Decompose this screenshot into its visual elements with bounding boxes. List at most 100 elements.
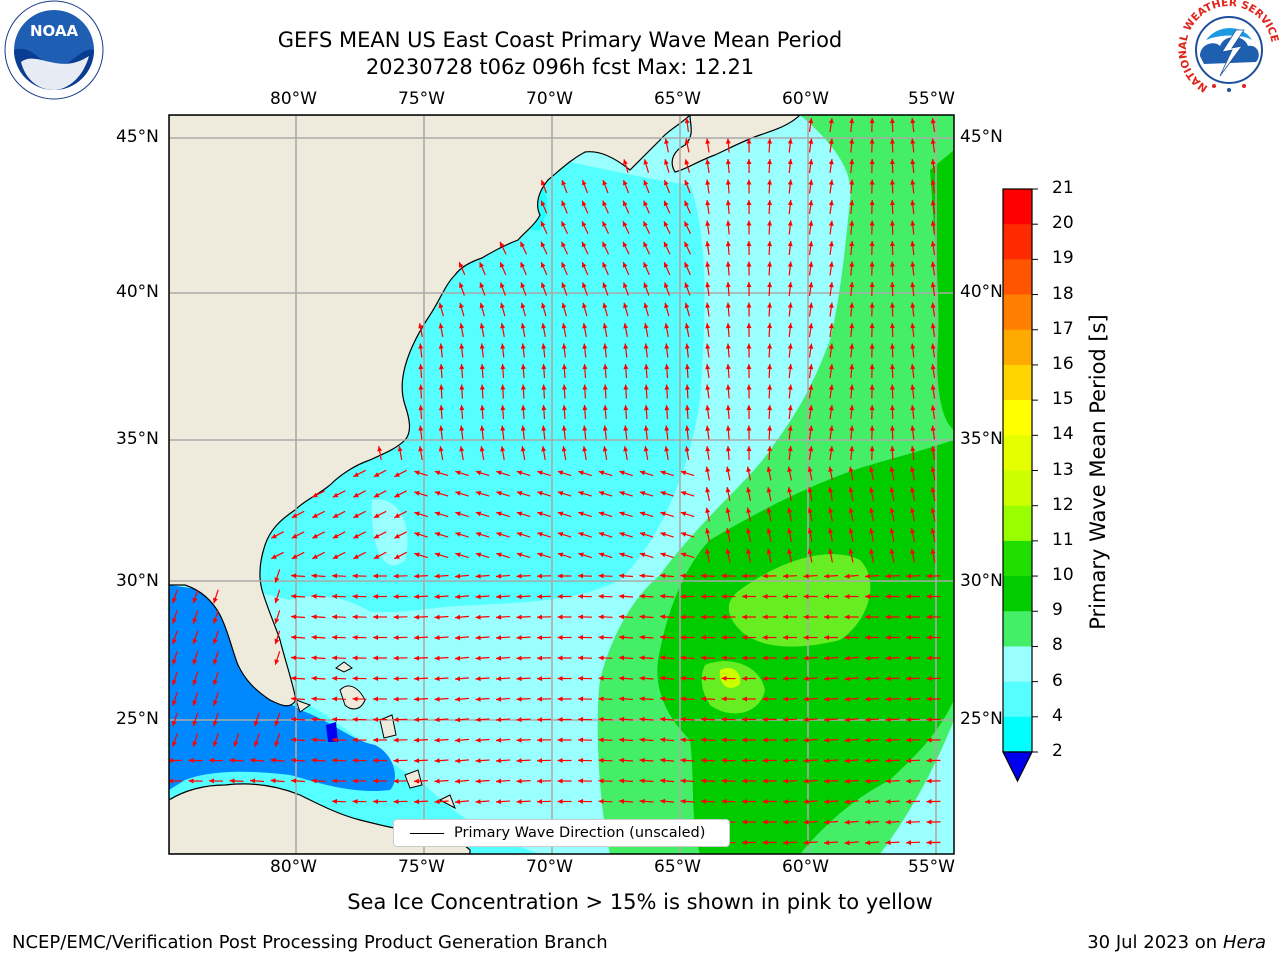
wave-arrow-head <box>500 302 505 309</box>
colorbar-tick-label: 19 <box>1052 248 1074 269</box>
wave-arrow-head <box>926 635 932 640</box>
wave-arrow-head <box>500 425 506 431</box>
wave-arrow-head <box>663 262 669 268</box>
wave-arrow-head <box>680 491 687 496</box>
wave-arrow-head <box>475 573 481 579</box>
wave-arrow-head <box>537 799 543 805</box>
wave-arrow-head <box>766 528 772 534</box>
wave-arrow-head <box>582 180 587 186</box>
wave-arrow-head <box>684 282 690 288</box>
wave-arrow-head <box>602 241 607 248</box>
wave-arrow-head <box>762 778 768 784</box>
wave-arrow-head <box>910 241 916 247</box>
wave-arrow-head <box>705 241 711 247</box>
wave-arrow-head <box>705 487 711 493</box>
wave-arrow-head <box>721 696 727 702</box>
wave-arrow-head <box>865 799 871 805</box>
colorbar-segment <box>1003 189 1032 225</box>
wave-arrow-head <box>394 513 400 518</box>
lon-label-bottom-55w: 55°W <box>908 857 955 877</box>
wave-arrow-head <box>516 491 523 496</box>
wave-arrow-head <box>332 696 338 702</box>
wave-arrow-head <box>889 384 895 390</box>
wave-arrow-head <box>455 676 461 682</box>
wave-arrow-head <box>725 200 731 206</box>
wave-arrow-head <box>803 614 809 620</box>
wave-arrow-head <box>828 138 834 144</box>
wave-arrow-head <box>312 554 318 559</box>
colorbar-segment <box>1003 505 1032 542</box>
wave-arrow-head <box>373 799 378 804</box>
wave-arrow-head <box>373 533 380 539</box>
wave-arrow-head <box>311 675 317 681</box>
wave-arrow-head <box>500 343 506 349</box>
wave-arrow-head <box>889 528 895 534</box>
wave-arrow-head <box>291 634 297 640</box>
wave-arrow-head <box>479 405 485 411</box>
wave-arrow-head <box>172 720 177 727</box>
wave-arrow-head <box>438 323 444 329</box>
wave-arrow-head <box>520 323 526 329</box>
wave-arrow-head <box>910 323 916 329</box>
wave-arrow-head <box>479 446 485 452</box>
wave-arrow-head <box>844 614 850 620</box>
lat-label-right-25n: 25°N <box>960 709 1003 729</box>
wave-arrow-head <box>705 507 711 513</box>
wave-arrow-head <box>865 696 871 702</box>
wave-arrow-head <box>869 384 875 390</box>
wave-arrow-head <box>271 533 277 539</box>
wave-arrow-head <box>808 118 814 124</box>
wave-arrow-head <box>767 405 773 411</box>
wave-arrow-head <box>496 799 502 805</box>
wave-arrow-head <box>766 487 772 493</box>
wave-arrow-head <box>455 552 461 558</box>
wave-arrow-head <box>808 446 814 452</box>
wave-arrow-head <box>557 696 563 702</box>
wave-arrow-head <box>824 717 830 723</box>
wave-arrow-head <box>787 425 793 431</box>
wave-arrow-head <box>561 425 567 431</box>
wave-arrow-head <box>192 597 198 604</box>
wave-arrow-head <box>414 614 420 620</box>
wave-arrow-head <box>828 159 834 165</box>
wave-arrow-head <box>459 425 465 431</box>
wave-arrow-head <box>762 573 768 579</box>
wave-arrow-head <box>725 261 731 267</box>
wave-arrow-head <box>783 840 789 846</box>
wave-arrow-head <box>619 696 625 702</box>
wave-arrow-head <box>394 554 400 559</box>
lat-label-right-40n: 40°N <box>960 282 1003 302</box>
wave-arrow-head <box>602 282 608 288</box>
wave-arrow-head <box>906 573 912 579</box>
wave-arrow-head <box>885 655 891 661</box>
wave-arrow-head <box>581 241 587 248</box>
wave-arrow-head <box>701 737 707 743</box>
wave-arrow-head <box>311 696 317 702</box>
wave-arrow-head <box>701 716 707 722</box>
wave-arrow-head <box>663 221 669 227</box>
wave-arrow-head <box>213 720 218 727</box>
wave-direction-arrows <box>169 117 941 846</box>
wave-arrow-head <box>639 511 646 517</box>
wave-arrow-head <box>438 302 444 309</box>
wave-arrow-head <box>660 532 666 537</box>
wave-arrow-head <box>537 511 543 517</box>
wave-arrow-head <box>767 200 773 206</box>
wave-arrow-head <box>930 261 936 267</box>
wave-arrow-head <box>885 737 891 743</box>
wave-arrow-head <box>705 548 711 554</box>
colorbar-segment <box>1003 435 1032 471</box>
wave-arrow-head <box>930 220 936 226</box>
wave-arrow-head <box>475 552 482 558</box>
wave-arrow-head <box>889 323 895 329</box>
wave-arrow-head <box>885 676 891 682</box>
wave-arrow-head <box>516 573 522 579</box>
wave-arrow-head <box>906 594 911 599</box>
wave-arrow-head <box>725 425 731 431</box>
footer-machine: Hera <box>1222 932 1266 953</box>
wave-arrow-head <box>885 799 891 805</box>
wave-arrow-head <box>746 282 752 287</box>
wave-arrow-head <box>910 118 916 124</box>
wave-arrow-head <box>684 323 690 329</box>
wave-arrow-head <box>746 507 752 513</box>
